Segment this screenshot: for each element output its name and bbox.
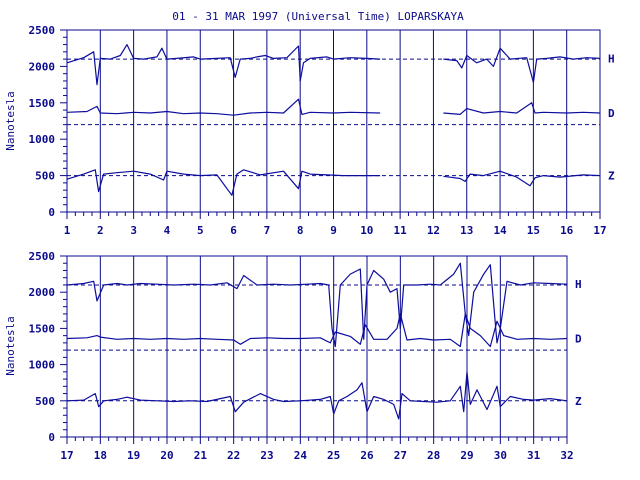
panel-bottom-x-tick-label: 30 xyxy=(494,449,507,462)
panel-top-series xyxy=(66,43,601,196)
panel-top-grid xyxy=(99,30,568,212)
panel-bottom-series-label-z: Z xyxy=(575,395,582,408)
panel-bottom-baselines xyxy=(67,284,567,402)
panel-bottom-x-tick-labels: 17 18 19 20 21 22 23 24 25 26 27 28 29 30 31 32 xyxy=(60,449,573,462)
panel-bottom-x-tick-label: 19 xyxy=(127,449,140,462)
panel-top-x-tick-label: 7 xyxy=(264,224,271,237)
panel-top-series-label-d: D xyxy=(608,107,615,120)
panel-top-trace-z xyxy=(66,169,381,196)
panel-top-x-tick-label: 6 xyxy=(230,224,237,237)
panel-top-y-tick-label: 0 xyxy=(48,206,55,219)
panel-bottom-x-tick-label: 23 xyxy=(260,449,273,462)
panel-bottom-series-label-d: D xyxy=(575,333,582,346)
panel-top-x-tick-label: 10 xyxy=(360,224,373,237)
panel-bottom-x-tick-label: 18 xyxy=(94,449,107,462)
panel-bottom-trace-d xyxy=(66,313,568,348)
panel-top-x-tick-label: 8 xyxy=(297,224,304,237)
panel-bottom-x-tick-label: 26 xyxy=(360,449,374,462)
panel-top-trace-d xyxy=(66,98,381,116)
chart-title: 01 - 31 MAR 1997 (Universal Time) LOPARS… xyxy=(172,10,464,23)
panel-bottom-series-labels: H D Z xyxy=(575,278,582,408)
panel-top-trace-h xyxy=(443,47,601,84)
panel-bottom-y-tick-labels: 0 500 1000 1500 2000 2500 xyxy=(29,250,56,444)
panel-bottom-y-tick-label: 0 xyxy=(48,431,55,444)
panel-top-y-tick-labels: 0 500 1000 1500 2000 2500 xyxy=(29,24,56,219)
panel-bottom-trace-h xyxy=(66,262,568,348)
panel-bottom-x-tick-label: 29 xyxy=(460,449,473,462)
panel-bottom-series-label-h: H xyxy=(575,278,582,291)
panel-bottom-x-tick-label: 27 xyxy=(394,449,407,462)
panel-top-x-tick-label: 9 xyxy=(330,224,337,237)
panel-bottom-y-ticks xyxy=(60,255,67,438)
panel-bottom-y-tick-label: 2000 xyxy=(29,286,56,299)
panel-top-x-tick-label: 5 xyxy=(197,224,204,237)
panel-bottom-y-tick-label: 1500 xyxy=(29,322,56,335)
panel-bottom-x-tick-label: 20 xyxy=(160,449,173,462)
panel-bottom: 17 18 19 20 21 22 23 24 25 26 27 28 29 30 31 32 0 500 100… xyxy=(4,250,582,462)
panel-top-y-ticks xyxy=(60,29,67,213)
panel-bottom-y-tick-label: 500 xyxy=(35,395,55,408)
panel-top-y-tick-label: 2500 xyxy=(29,24,56,37)
panel-top-trace-z xyxy=(443,170,601,187)
panel-bottom-y-axis-label: Nanotesla xyxy=(4,316,17,376)
panel-top-series-labels: H D Z xyxy=(608,52,615,182)
panel-bottom-x-tick-label: 25 xyxy=(327,449,340,462)
panel-top-x-tick-label: 11 xyxy=(394,224,408,237)
panel-top-x-tick-label: 4 xyxy=(164,224,171,237)
panel-top-y-tick-label: 2000 xyxy=(29,60,56,73)
panel-bottom-y-tick-label: 2500 xyxy=(29,250,56,263)
panel-bottom-trace-z xyxy=(66,371,568,420)
panel-bottom-x-tick-label: 24 xyxy=(294,449,308,462)
panel-top-x-tick-label: 3 xyxy=(130,224,137,237)
panel-bottom-x-tick-label: 32 xyxy=(560,449,573,462)
panel-top-y-axis-label: Nanotesla xyxy=(4,91,17,151)
panel-top-x-tick-label: 14 xyxy=(493,224,507,237)
panel-bottom-x-tick-label: 28 xyxy=(427,449,440,462)
panel-bottom-x-tick-label: 31 xyxy=(527,449,541,462)
panel-top: 1 2 3 4 5 6 7 8 9 10 11 12 13 14 15 16 17 05001000150020… xyxy=(4,24,615,237)
panel-top-x-tick-label: 15 xyxy=(527,224,540,237)
panel-top-x-ticks xyxy=(66,212,601,219)
panel-top-trace-h xyxy=(66,43,381,86)
panel-bottom-x-tick-label: 17 xyxy=(60,449,73,462)
panel-bottom-x-ticks xyxy=(66,437,568,444)
panel-top-y-tick-label: 1000 xyxy=(29,133,56,146)
panel-top-x-tick-label: 12 xyxy=(427,224,440,237)
panel-bottom-x-tick-label: 21 xyxy=(194,449,208,462)
panel-top-series-label-z: Z xyxy=(608,170,615,183)
panel-bottom-y-tick-label: 1000 xyxy=(29,359,56,372)
panel-bottom-series xyxy=(66,262,568,420)
panel-top-x-tick-label: 2 xyxy=(97,224,104,237)
panel-top-y-tick-label: 1500 xyxy=(29,97,56,110)
panel-top-series-label-h: H xyxy=(608,52,615,65)
panel-top-x-tick-label: 16 xyxy=(560,224,574,237)
panel-top-x-tick-label: 1 xyxy=(64,224,71,237)
panel-bottom-x-tick-label: 22 xyxy=(227,449,240,462)
panel-top-y-tick-label: 500 xyxy=(35,170,55,183)
panel-top-x-tick-labels: 1 2 3 4 5 6 7 8 9 10 11 12 13 14 15 16 17 xyxy=(64,224,607,237)
panel-top-trace-d xyxy=(443,102,601,116)
panel-top-x-tick-label: 13 xyxy=(460,224,473,237)
panel-top-x-tick-label: 17 xyxy=(593,224,606,237)
